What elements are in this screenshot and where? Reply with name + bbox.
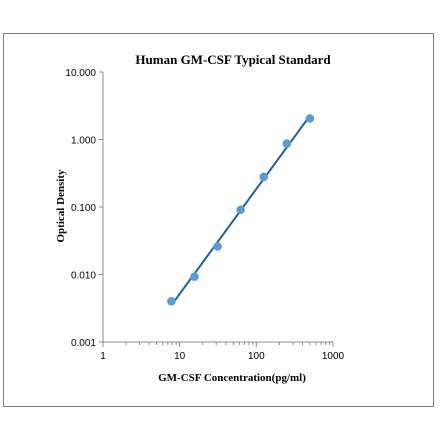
x-tick-label: 1000 <box>322 351 345 362</box>
x-tick-label: 10 <box>174 351 186 362</box>
data-point <box>167 297 176 306</box>
plot-area: 0.001 0.010 0.100 1.000 10.000 1 10 100 1000 <box>65 68 344 362</box>
data-point <box>213 242 222 251</box>
x-tick-label: 100 <box>248 351 265 362</box>
chart-title: Human GM-CSF Typical Standard <box>135 52 331 67</box>
data-point <box>236 205 245 215</box>
y-tick-label: 10.000 <box>65 68 96 79</box>
data-point <box>282 139 292 148</box>
data-point <box>190 272 199 281</box>
y-axis-title: Optical Density <box>55 169 67 243</box>
y-tick-label: 0.001 <box>71 338 96 349</box>
y-tick-label: 1.000 <box>71 136 96 147</box>
chart-frame: Human GM-CSF Typical Standard 0.001 0.010… <box>3 33 434 407</box>
x-axis-title: GM-CSF Concentration(pg/ml) <box>158 372 306 384</box>
y-tick-label: 0.010 <box>71 271 96 282</box>
data-point <box>305 114 315 123</box>
chart: Human GM-CSF Typical Standard 0.001 0.010… <box>55 52 345 384</box>
y-tick-label: 0.100 <box>71 203 96 214</box>
data-point <box>259 172 269 182</box>
x-tick-label: 1 <box>100 351 106 362</box>
